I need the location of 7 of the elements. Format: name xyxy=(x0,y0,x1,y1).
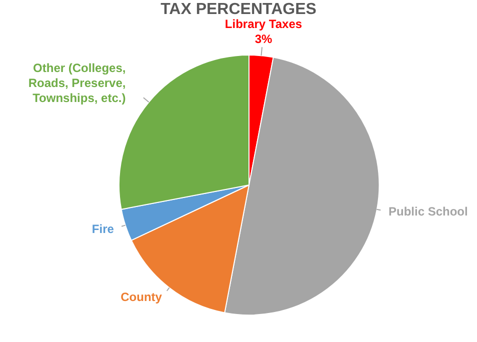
chart-title: TAX PERCENTAGES xyxy=(160,1,317,18)
slice-label: Fire xyxy=(92,222,114,236)
slice-label: County xyxy=(120,290,162,304)
slice-label: Other (Colleges, Roads, Preserve, Townships, etc.) xyxy=(28,61,126,106)
data-label: 3% xyxy=(254,32,272,46)
slice-label: Public School xyxy=(388,204,468,219)
slice-label: Library Taxes xyxy=(224,17,302,32)
